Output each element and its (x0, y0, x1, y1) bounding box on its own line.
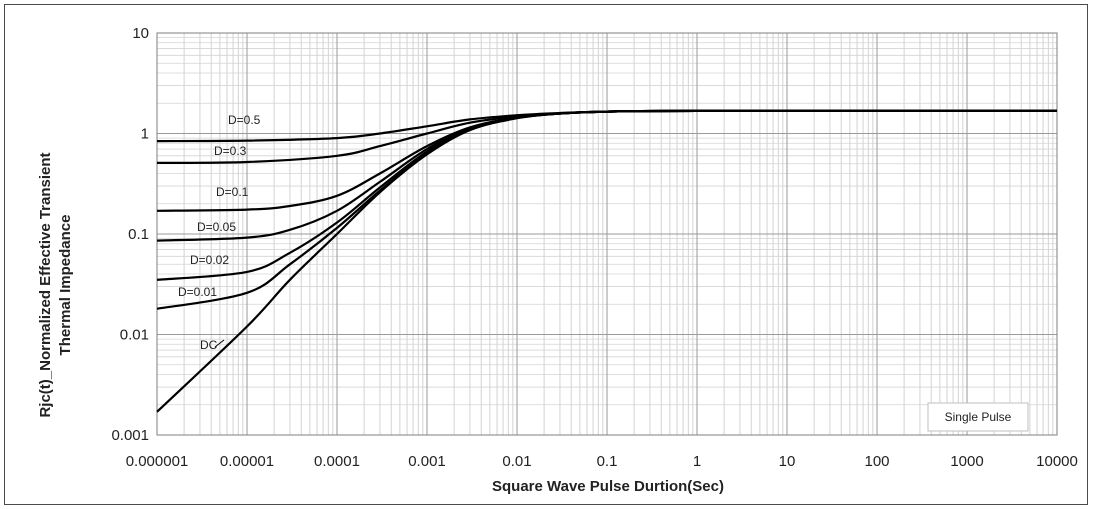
y-tick-label: 0.01 (120, 327, 149, 344)
series-label-d-0-05: D=0.05 (197, 220, 236, 234)
x-tick-label: 0.001 (408, 453, 446, 470)
y-axis-ticks: 0.001 0.01 0.1 1 10 (111, 25, 149, 444)
series-label-d-0-1: D=0.1 (216, 185, 249, 199)
chart-frame (4, 4, 1088, 505)
series-line-dc (156, 109, 1058, 413)
x-tick-label: 0.0001 (314, 453, 360, 470)
major-gridlines (156, 32, 1058, 436)
series-labels: D=0.5 D=0.3 D=0.1 D=0.05 D=0.02 D=0.01 DC (178, 113, 261, 352)
legend-box: Single Pulse (927, 402, 1029, 432)
y-tick-label: 1 (141, 126, 149, 143)
y-tick-label: 0.1 (128, 226, 149, 243)
x-tick-label: 0.00001 (220, 453, 274, 470)
y-axis-title-line2: Thermal Impedance (57, 215, 74, 356)
x-tick-label: 0.000001 (126, 453, 189, 470)
x-axis-ticks: 0.000001 0.00001 0.0001 0.001 0.01 0.1 1 10 100 1… (126, 453, 1078, 470)
x-tick-label: 0.01 (502, 453, 531, 470)
y-tick-label: 10 (132, 25, 149, 42)
legend-single-pulse: Single Pulse (945, 410, 1012, 424)
x-tick-label: 100 (864, 453, 889, 470)
x-tick-label: 0.1 (597, 453, 618, 470)
y-tick-label: 0.001 (111, 427, 149, 444)
x-tick-label: 10 (779, 453, 796, 470)
plot-area-border (156, 32, 1058, 436)
series-label-d-0-01: D=0.01 (178, 285, 217, 299)
y-axis-title-line1: Rjc(t)_Normalized Effective Transient (37, 152, 54, 417)
x-tick-label: 1 (693, 453, 701, 470)
dc-label-leader (214, 339, 225, 348)
series-layer (156, 109, 1058, 413)
series-label-d-0-02: D=0.02 (190, 253, 229, 267)
series-label-d-0-3: D=0.3 (214, 144, 247, 158)
series-label-dc: DC (200, 338, 218, 352)
x-tick-label: 10000 (1036, 453, 1078, 470)
x-tick-label: 1000 (950, 453, 983, 470)
x-axis-title: Square Wave Pulse Durtion(Sec) (492, 478, 724, 495)
series-label-d-0-5: D=0.5 (228, 113, 261, 127)
